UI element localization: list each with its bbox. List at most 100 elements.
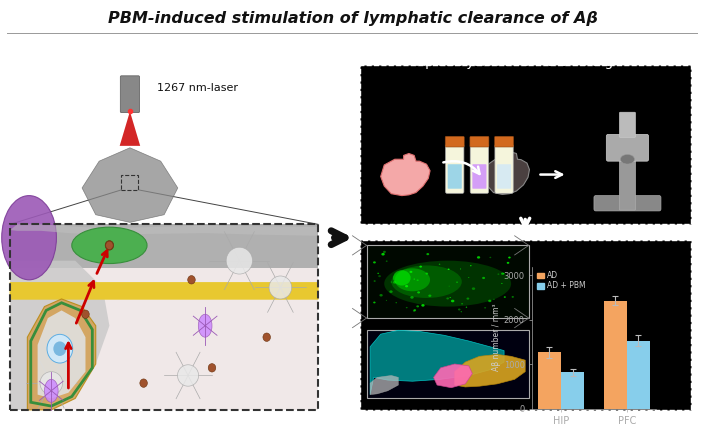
Ellipse shape [426,273,428,275]
FancyBboxPatch shape [620,154,636,210]
FancyBboxPatch shape [495,144,513,194]
Ellipse shape [470,265,472,266]
Bar [121,175,138,190]
Ellipse shape [419,266,422,267]
Legend: AD, AD + PBM: AD, AD + PBM [536,270,586,291]
Ellipse shape [373,301,376,304]
Ellipse shape [386,300,387,301]
Ellipse shape [504,296,506,298]
Ellipse shape [391,265,462,298]
Ellipse shape [428,295,431,297]
Bar [367,329,529,399]
Ellipse shape [466,307,467,308]
Ellipse shape [489,257,491,258]
Ellipse shape [389,290,393,293]
Polygon shape [381,154,430,196]
Ellipse shape [477,256,480,258]
Ellipse shape [417,292,420,294]
Bar [561,372,584,408]
Ellipse shape [446,298,449,299]
Ellipse shape [405,285,408,287]
Ellipse shape [410,271,412,273]
Ellipse shape [377,273,379,274]
Ellipse shape [178,365,199,386]
Ellipse shape [379,294,383,297]
Ellipse shape [458,308,460,310]
Polygon shape [11,261,109,410]
Ellipse shape [488,300,491,302]
Ellipse shape [413,310,415,312]
FancyBboxPatch shape [446,144,464,194]
Bar [627,341,650,408]
Ellipse shape [72,227,147,264]
Ellipse shape [386,261,388,262]
FancyBboxPatch shape [620,112,636,138]
Ellipse shape [40,372,63,395]
Bar [360,240,691,410]
Polygon shape [455,354,525,387]
Ellipse shape [378,275,381,277]
Polygon shape [11,224,318,236]
Ellipse shape [106,241,114,249]
Ellipse shape [263,333,271,341]
Ellipse shape [410,271,412,273]
Bar [604,301,627,408]
Polygon shape [370,375,398,395]
Ellipse shape [427,253,429,255]
Ellipse shape [140,379,147,387]
FancyBboxPatch shape [470,144,489,194]
Bar [360,65,691,224]
Ellipse shape [414,279,415,280]
Bar [367,246,529,318]
Ellipse shape [383,251,386,253]
Ellipse shape [410,296,414,299]
Ellipse shape [456,282,458,283]
Bar [538,352,561,408]
Bar [11,224,318,268]
Ellipse shape [226,247,252,274]
Ellipse shape [47,335,73,363]
Ellipse shape [54,341,66,356]
Polygon shape [485,152,529,194]
Ellipse shape [508,257,510,258]
Ellipse shape [395,268,430,291]
Ellipse shape [269,276,292,299]
Text: 1267 nm-laser: 1267 nm-laser [157,83,238,93]
FancyBboxPatch shape [10,282,319,300]
Ellipse shape [414,309,416,311]
Ellipse shape [467,298,470,300]
Ellipse shape [439,264,441,265]
Ellipse shape [391,282,392,283]
Ellipse shape [472,287,475,290]
Polygon shape [434,364,472,388]
Ellipse shape [501,273,504,275]
Ellipse shape [498,273,499,275]
Ellipse shape [417,280,419,281]
Ellipse shape [396,302,397,303]
Ellipse shape [406,307,407,308]
Ellipse shape [374,280,376,282]
Ellipse shape [512,296,514,298]
Polygon shape [27,299,96,410]
Ellipse shape [188,276,195,284]
FancyBboxPatch shape [495,136,513,147]
Ellipse shape [503,273,505,274]
Y-axis label: Aβ number / mm³: Aβ number / mm³ [491,304,501,372]
Text: PBM-induced stimulation of lymphatic clearance of Aβ: PBM-induced stimulation of lymphatic cle… [108,11,597,26]
Text: Aβ analysis in 3D via clearing: Aβ analysis in 3D via clearing [416,56,613,69]
FancyBboxPatch shape [121,76,140,113]
FancyBboxPatch shape [472,164,486,189]
Polygon shape [37,310,85,399]
Ellipse shape [493,299,495,300]
Ellipse shape [1,196,56,280]
Bar [11,224,318,410]
Ellipse shape [460,311,462,312]
Ellipse shape [501,283,503,284]
Ellipse shape [384,261,511,307]
Polygon shape [370,330,504,395]
Ellipse shape [507,262,509,264]
Polygon shape [82,148,178,222]
Ellipse shape [416,305,419,307]
Ellipse shape [373,261,376,264]
FancyBboxPatch shape [448,164,462,189]
